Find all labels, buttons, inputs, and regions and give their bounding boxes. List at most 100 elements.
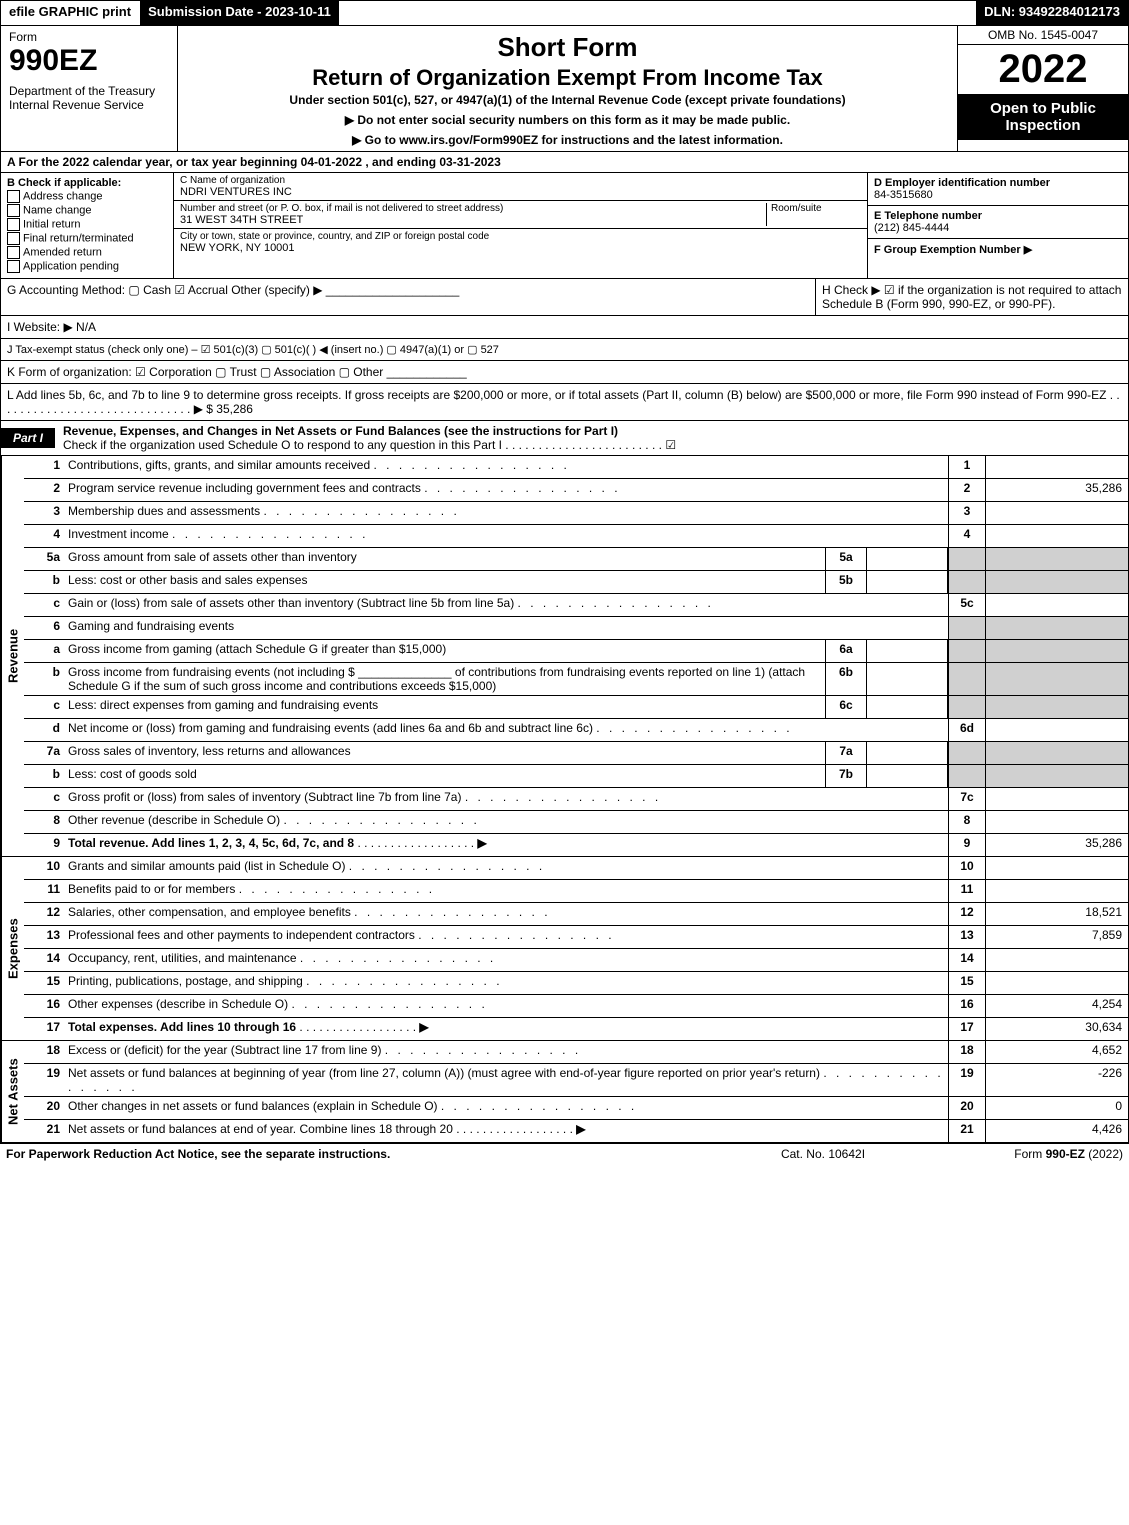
line-desc: Less: cost or other basis and sales expe… xyxy=(64,571,825,593)
line-4: 4Investment income . . . . . . . . . . .… xyxy=(24,524,1128,547)
row-g: G Accounting Method: ▢ Cash ☑ Accrual Ot… xyxy=(1,279,816,315)
row-j: J Tax-exempt status (check only one) – ☑… xyxy=(0,339,1129,361)
line-rnum: 9 xyxy=(948,834,985,856)
line-value: 7,859 xyxy=(985,926,1128,948)
val-shade xyxy=(985,742,1128,764)
line-desc: Occupancy, rent, utilities, and maintena… xyxy=(64,949,948,971)
line-rnum: 20 xyxy=(948,1097,985,1119)
line-rnum: 2 xyxy=(948,479,985,501)
revenue-lines: 1Contributions, gifts, grants, and simil… xyxy=(24,456,1128,856)
instr-2: ▶ Go to www.irs.gov/Form990EZ for instru… xyxy=(186,133,949,147)
line-6c: cLess: direct expenses from gaming and f… xyxy=(24,695,1128,718)
line-value xyxy=(985,719,1128,741)
line-value: 4,652 xyxy=(985,1041,1128,1063)
line-desc: Gross income from fundraising events (no… xyxy=(64,663,825,695)
line-3: 3Membership dues and assessments . . . .… xyxy=(24,501,1128,524)
footer: For Paperwork Reduction Act Notice, see … xyxy=(0,1143,1129,1164)
line-value xyxy=(985,857,1128,879)
line-desc: Other expenses (describe in Schedule O) … xyxy=(64,995,948,1017)
line-6d: dNet income or (loss) from gaming and fu… xyxy=(24,718,1128,741)
line-value: 18,521 xyxy=(985,903,1128,925)
line-value: 4,254 xyxy=(985,995,1128,1017)
line-num: b xyxy=(24,765,64,787)
line-rnum: 19 xyxy=(948,1064,985,1096)
sub-value xyxy=(867,696,948,718)
line-value xyxy=(985,880,1128,902)
footer-left: For Paperwork Reduction Act Notice, see … xyxy=(6,1147,723,1161)
instr-1: ▶ Do not enter social security numbers o… xyxy=(186,113,949,127)
line-desc: Net assets or fund balances at end of ye… xyxy=(64,1120,948,1142)
part1-header: Part I Revenue, Expenses, and Changes in… xyxy=(0,421,1129,456)
chk-amended-return[interactable]: Amended return xyxy=(7,246,167,259)
line-desc: Salaries, other compensation, and employ… xyxy=(64,903,948,925)
line-desc: Benefits paid to or for members . . . . … xyxy=(64,880,948,902)
sub-value xyxy=(867,640,948,662)
row-gh: G Accounting Method: ▢ Cash ☑ Accrual Ot… xyxy=(0,279,1129,316)
netassets-label: Net Assets xyxy=(1,1041,24,1142)
sub-value xyxy=(867,548,948,570)
val-shade xyxy=(985,696,1128,718)
phone-cell: E Telephone number (212) 845-4444 xyxy=(868,206,1128,239)
omb-number: OMB No. 1545-0047 xyxy=(958,26,1128,45)
line-desc: Grants and similar amounts paid (list in… xyxy=(64,857,948,879)
val-shade xyxy=(985,663,1128,695)
rnum-shade xyxy=(948,571,985,593)
street-address: 31 WEST 34TH STREET xyxy=(180,214,766,226)
line-desc: Gain or (loss) from sale of assets other… xyxy=(64,594,948,616)
chk-final-return[interactable]: Final return/terminated xyxy=(7,232,167,245)
netassets-lines: 18Excess or (deficit) for the year (Subt… xyxy=(24,1041,1128,1142)
line-num: d xyxy=(24,719,64,741)
line-desc: Total expenses. Add lines 10 through 16 … xyxy=(64,1018,948,1040)
line-rnum: 14 xyxy=(948,949,985,971)
chk-application-pending[interactable]: Application pending xyxy=(7,260,167,273)
revenue-section: Revenue 1Contributions, gifts, grants, a… xyxy=(0,456,1129,857)
form-header: Form 990EZ Department of the Treasury In… xyxy=(0,26,1129,152)
line-num: 9 xyxy=(24,834,64,856)
ein-cell: D Employer identification number 84-3515… xyxy=(868,173,1128,206)
phone-label: E Telephone number xyxy=(874,210,1122,222)
line-rnum: 16 xyxy=(948,995,985,1017)
line-5b: bLess: cost or other basis and sales exp… xyxy=(24,570,1128,593)
sub-label: 6b xyxy=(825,663,867,695)
rnum-shade xyxy=(948,742,985,764)
col-def: D Employer identification number 84-3515… xyxy=(867,173,1128,278)
line-6a: aGross income from gaming (attach Schedu… xyxy=(24,639,1128,662)
line-7c: cGross profit or (loss) from sales of in… xyxy=(24,787,1128,810)
col-b: B Check if applicable: Address change Na… xyxy=(1,173,174,278)
sub-label: 5b xyxy=(825,571,867,593)
line-desc: Less: cost of goods sold xyxy=(64,765,825,787)
line-20: 20Other changes in net assets or fund ba… xyxy=(24,1096,1128,1119)
line-value: 4,426 xyxy=(985,1120,1128,1142)
line-desc: Gross sales of inventory, less returns a… xyxy=(64,742,825,764)
row-i: I Website: ▶ N/A xyxy=(0,316,1129,339)
line-desc: Professional fees and other payments to … xyxy=(64,926,948,948)
line-rnum: 11 xyxy=(948,880,985,902)
dln: DLN: 93492284012173 xyxy=(976,1,1128,25)
line-num: c xyxy=(24,594,64,616)
line-num: 20 xyxy=(24,1097,64,1119)
line-rnum: 4 xyxy=(948,525,985,547)
line-num: 18 xyxy=(24,1041,64,1063)
chk-initial-return[interactable]: Initial return xyxy=(7,218,167,231)
addr-cell: Number and street (or P. O. box, if mail… xyxy=(174,201,867,229)
group-exemption-label: F Group Exemption Number ▶ xyxy=(874,243,1122,256)
line-21: 21Net assets or fund balances at end of … xyxy=(24,1119,1128,1142)
line-value xyxy=(985,972,1128,994)
line-rnum: 18 xyxy=(948,1041,985,1063)
line-value: 35,286 xyxy=(985,834,1128,856)
sub-value xyxy=(867,742,948,764)
addr-label: Number and street (or P. O. box, if mail… xyxy=(180,203,766,214)
group-exemption-cell: F Group Exemption Number ▶ xyxy=(868,239,1128,260)
row-k: K Form of organization: ☑ Corporation ▢ … xyxy=(0,361,1129,384)
line-num: 21 xyxy=(24,1120,64,1142)
line-desc: Excess or (deficit) for the year (Subtra… xyxy=(64,1041,948,1063)
chk-address-change[interactable]: Address change xyxy=(7,190,167,203)
line-value: -226 xyxy=(985,1064,1128,1096)
sub-label: 5a xyxy=(825,548,867,570)
city-cell: City or town, state or province, country… xyxy=(174,229,867,256)
chk-name-change[interactable]: Name change xyxy=(7,204,167,217)
line-rnum: 15 xyxy=(948,972,985,994)
line-desc: Program service revenue including govern… xyxy=(64,479,948,501)
line-num: 2 xyxy=(24,479,64,501)
line-num: 7a xyxy=(24,742,64,764)
